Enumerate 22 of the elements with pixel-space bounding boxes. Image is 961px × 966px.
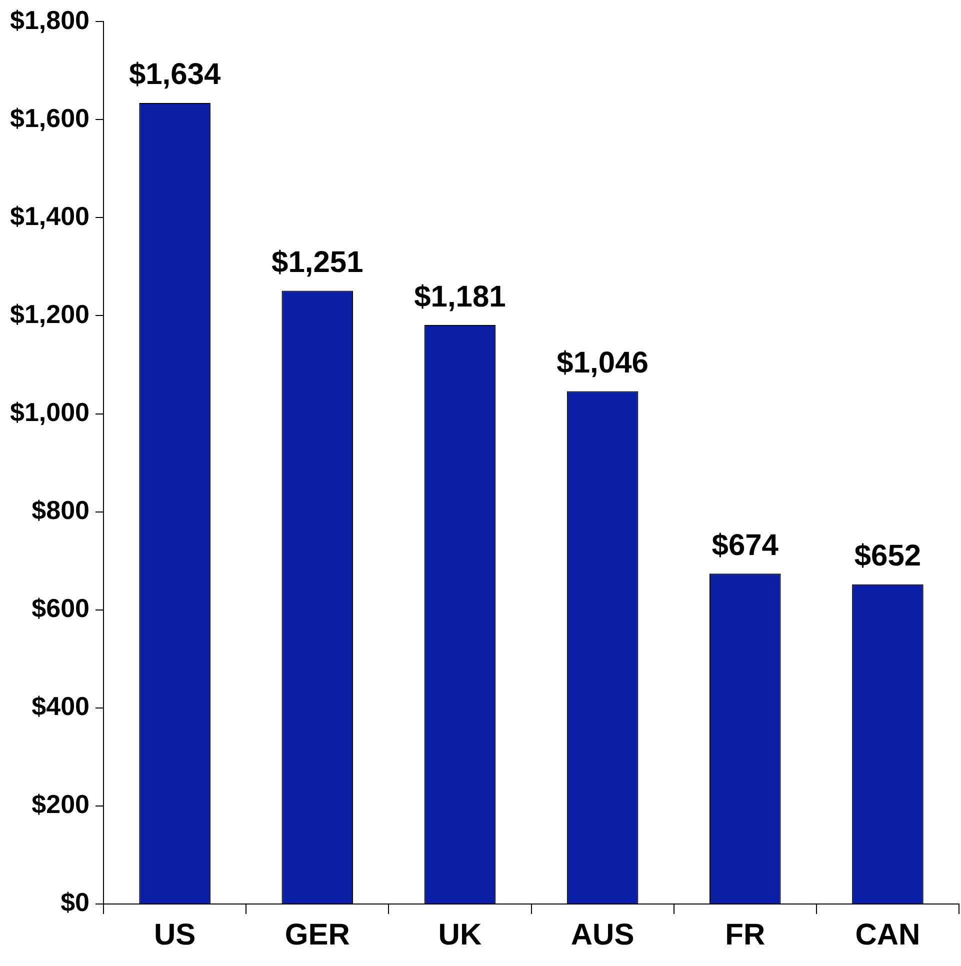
data-label: $1,181 [414, 280, 506, 314]
x-tick-label: UK [438, 918, 482, 952]
data-label: $1,634 [128, 58, 222, 92]
y-tick-label: $1,000 [10, 396, 90, 427]
y-tick-label: $400 [32, 691, 90, 722]
x-tick-label: US [154, 918, 196, 952]
data-label: $1,251 [272, 246, 364, 279]
data-label: $1,046 [556, 346, 648, 380]
y-tick-label: $600 [32, 593, 90, 624]
data-label: $652 [854, 540, 922, 573]
y-tick-label: $0 [60, 887, 90, 918]
x-tick-label: GER [284, 918, 350, 952]
x-tick-label: CAN [855, 918, 920, 952]
y-tick-label: $800 [32, 494, 90, 525]
x-tick-label: FR [725, 918, 766, 952]
y-tick-label: $1,600 [10, 102, 90, 133]
y-tick-label: $1,200 [10, 298, 90, 329]
y-tick-label: $1,800 [10, 4, 90, 35]
y-tick-label: $200 [32, 789, 90, 820]
y-tick-label: $1,400 [10, 200, 90, 231]
data-label: $674 [712, 528, 779, 562]
x-tick-label: AUS [570, 918, 634, 952]
